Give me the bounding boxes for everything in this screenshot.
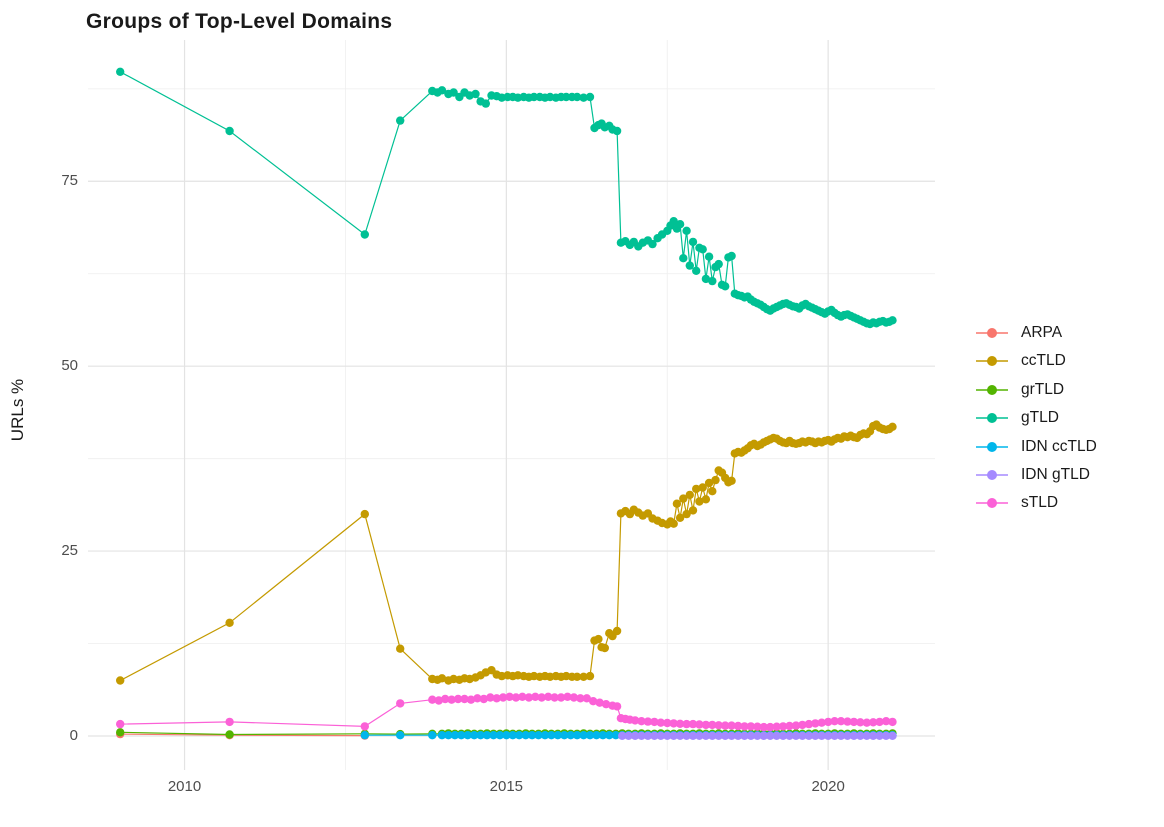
legend-item-grTLD: grTLD — [975, 377, 1064, 403]
legend-label: sTLD — [1021, 494, 1059, 512]
y-axis-label: URLs % — [8, 378, 27, 442]
x-tick-label: 2010 — [167, 778, 202, 795]
legend-label: grTLD — [1021, 380, 1065, 398]
legend-label: gTLD — [1021, 409, 1059, 427]
legend-swatch-icon — [976, 356, 1008, 367]
legend-item-ccTLD: ccTLD — [975, 348, 1066, 374]
legend-swatch-icon — [976, 441, 1008, 452]
legend-swatch-icon — [976, 413, 1008, 424]
legend-swatch-icon — [976, 498, 1008, 509]
legend-item-sTLD: sTLD — [975, 490, 1058, 516]
legend-item-IDN-ccTLD: IDN ccTLD — [975, 434, 1097, 460]
legend-label: IDN gTLD — [1021, 466, 1090, 483]
x-tick-label: 2015 — [489, 778, 524, 795]
y-tick-label: 75 — [61, 172, 78, 190]
chart-title: Groups of Top-Level Domains — [86, 10, 393, 33]
series-sTLD — [116, 692, 897, 732]
legend-item-gTLD: gTLD — [975, 405, 1059, 431]
legend-label: ccTLD — [1021, 352, 1066, 370]
series-IDN-gTLD — [618, 731, 897, 740]
legend-swatch-icon — [976, 470, 1008, 480]
legend-swatch-icon — [976, 328, 1008, 338]
legend-item-ARPA: ARPA — [975, 320, 1062, 346]
y-tick-label: 0 — [69, 726, 78, 744]
legend-label: IDN ccTLD — [1021, 437, 1097, 455]
series-gTLD — [116, 67, 897, 329]
legend-swatch-icon — [976, 384, 1008, 395]
x-tick-label: 2020 — [811, 778, 845, 795]
y-tick-label: 50 — [61, 357, 78, 375]
legend-item-IDN-gTLD: IDN gTLD — [975, 462, 1090, 488]
legend-label: ARPA — [1021, 324, 1063, 341]
y-tick-label: 25 — [61, 542, 78, 560]
series-ccTLD — [116, 420, 897, 685]
